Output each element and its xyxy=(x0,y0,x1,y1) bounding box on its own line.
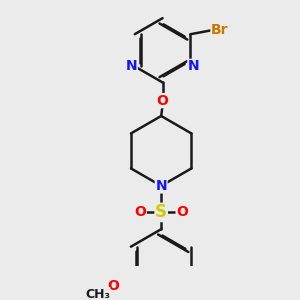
Text: O: O xyxy=(107,279,119,293)
Text: S: S xyxy=(155,203,167,221)
Text: N: N xyxy=(126,59,137,74)
Text: N: N xyxy=(188,59,200,74)
Text: O: O xyxy=(134,206,146,219)
Text: O: O xyxy=(157,94,169,108)
Text: CH₃: CH₃ xyxy=(85,288,110,300)
Text: O: O xyxy=(176,206,188,219)
Text: Br: Br xyxy=(211,23,229,37)
Text: N: N xyxy=(155,179,167,193)
